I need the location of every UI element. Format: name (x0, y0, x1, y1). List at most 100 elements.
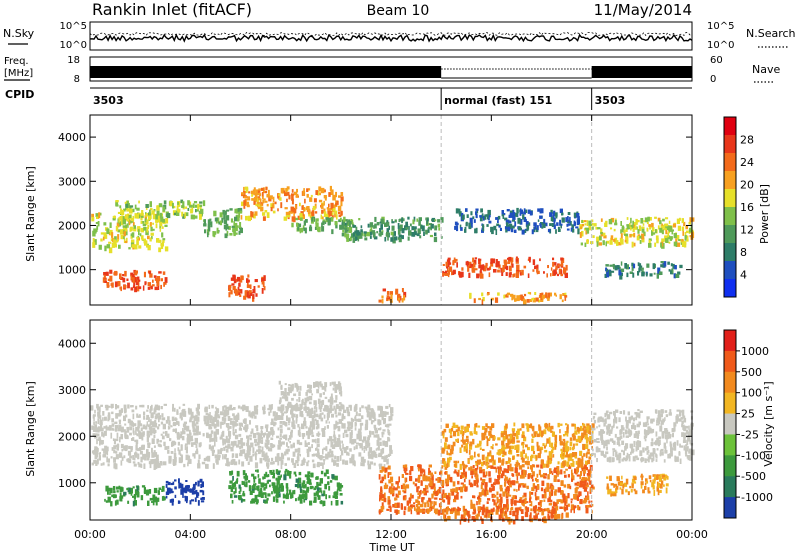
heatmap-cell (259, 193, 262, 196)
heatmap-cell (131, 446, 133, 450)
heatmap-cell (548, 427, 551, 431)
heatmap-cell (288, 423, 290, 425)
heatmap-cell (232, 456, 234, 459)
heatmap-cell (428, 468, 430, 473)
heatmap-cell (447, 508, 450, 511)
heatmap-cell (533, 451, 535, 454)
heatmap-cell (373, 450, 375, 456)
heatmap-cell (260, 207, 263, 212)
heatmap-cell (593, 235, 595, 238)
heatmap-cell (202, 497, 205, 500)
heatmap-cell (108, 285, 110, 287)
heatmap-cell (147, 431, 150, 437)
heatmap-cell (265, 187, 267, 191)
heatmap-cell (368, 406, 370, 410)
heatmap-cell (538, 426, 541, 431)
heatmap-cell (475, 257, 478, 259)
heatmap-cell (425, 230, 428, 235)
heatmap-cell (250, 491, 253, 495)
heatmap-cell (448, 273, 450, 278)
heatmap-cell (191, 442, 194, 447)
heatmap-cell (213, 211, 216, 217)
heatmap-cell (141, 235, 143, 240)
heatmap-cell (251, 486, 254, 489)
heatmap-cell (670, 270, 672, 274)
heatmap-cell (206, 457, 208, 460)
heatmap-cell (404, 491, 407, 494)
heatmap-cell (148, 417, 150, 422)
heatmap-cell (204, 229, 206, 233)
heatmap-cell (564, 295, 567, 298)
heatmap-cell (224, 454, 226, 459)
heatmap-cell (158, 444, 161, 447)
heatmap-cell (296, 403, 298, 406)
heatmap-cell (686, 231, 689, 234)
heatmap-cell (411, 510, 413, 515)
heatmap-cell (312, 439, 315, 442)
heatmap-cell (381, 498, 384, 501)
heatmap-cell (330, 203, 333, 209)
heatmap-cell (104, 499, 106, 502)
heatmap-cell (161, 434, 163, 436)
heatmap-cell (191, 215, 194, 220)
heatmap-cell (682, 230, 684, 236)
heatmap-cell (530, 465, 533, 469)
heatmap-cell (417, 233, 420, 236)
heatmap-cell (222, 210, 225, 215)
heatmap-cell (639, 236, 641, 239)
heatmap-cell (673, 224, 676, 228)
heatmap-cell (682, 243, 685, 248)
heatmap-cell (537, 269, 539, 275)
heatmap-cell (549, 437, 551, 443)
heatmap-cell (691, 232, 694, 238)
heatmap-cell (505, 477, 508, 481)
heatmap-cell (384, 237, 386, 242)
heatmap-cell (647, 451, 649, 455)
heatmap-cell (686, 239, 688, 242)
heatmap-cell (380, 470, 383, 473)
heatmap-cell (474, 480, 477, 486)
heatmap-cell (253, 478, 255, 483)
nsearch-label: N.Search (746, 27, 796, 40)
heatmap-cell (144, 241, 147, 243)
heatmap-cell (270, 443, 272, 447)
heatmap-cell (115, 463, 117, 468)
heatmap-cell (123, 219, 126, 224)
heatmap-cell (472, 268, 475, 273)
heatmap-cell (325, 494, 327, 499)
heatmap-cell (511, 499, 514, 504)
heatmap-cell (504, 468, 507, 472)
heatmap-cell (476, 501, 478, 505)
heatmap-cell (452, 446, 454, 451)
heatmap-cell (462, 215, 464, 220)
heatmap-cell (90, 405, 93, 410)
heatmap-cell (612, 457, 615, 461)
heatmap-cell (401, 217, 403, 223)
heatmap-cell (677, 235, 680, 240)
heatmap-cell (251, 499, 253, 501)
heatmap-cell (151, 448, 153, 453)
heatmap-cell (516, 462, 519, 467)
heatmap-cell (511, 446, 514, 449)
heatmap-cell (479, 467, 482, 470)
heatmap-cell (446, 451, 448, 455)
heatmap-cell (254, 416, 257, 419)
heatmap-cell (479, 441, 482, 445)
heatmap-cell (504, 482, 506, 487)
heatmap-cell (97, 411, 100, 416)
heatmap-cell (335, 422, 338, 425)
heatmap-cell (380, 442, 382, 446)
heatmap-cell (613, 266, 615, 269)
heatmap-cell (271, 491, 273, 494)
heatmap-cell (668, 228, 670, 231)
heatmap-cell (447, 516, 451, 520)
heatmap-cell (109, 270, 112, 274)
heatmap-cell (549, 460, 551, 465)
heatmap-cell (287, 449, 289, 455)
heatmap-cell (354, 446, 356, 450)
heatmap-cell (531, 434, 533, 437)
heatmap-cell (133, 501, 135, 507)
heatmap-cell (355, 427, 357, 430)
heatmap-cell (627, 217, 629, 220)
heatmap-cell (532, 479, 534, 482)
